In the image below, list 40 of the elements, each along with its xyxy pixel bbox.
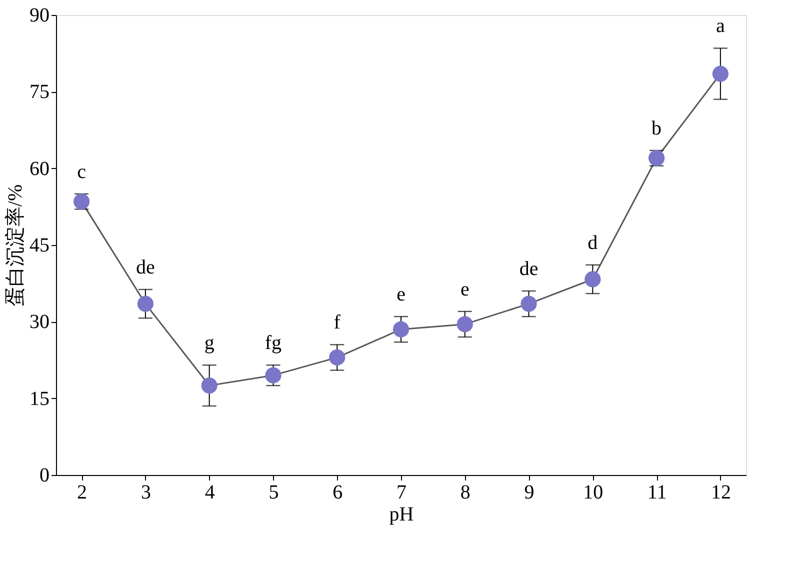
data-label: e — [396, 284, 406, 306]
data-label: e — [460, 278, 470, 300]
point — [137, 296, 154, 312]
y-axis-title: 蛋白沉淀率/% — [4, 184, 26, 307]
point — [329, 349, 346, 366]
y-tick-label: 15 — [30, 388, 50, 410]
point — [456, 316, 473, 332]
point — [520, 296, 537, 312]
x-tick-label: 5 — [268, 482, 279, 504]
point — [584, 271, 601, 288]
x-tick-label: 9 — [524, 482, 534, 504]
x-tick-label: 11 — [647, 482, 667, 504]
x-tick-label: 8 — [460, 482, 470, 504]
y-tick-label: 90 — [30, 4, 50, 26]
data-label: a — [716, 15, 725, 38]
y-tick-label: 60 — [30, 158, 50, 180]
x-tick-label: 2 — [77, 482, 88, 504]
data-label: c — [77, 160, 86, 183]
point — [265, 367, 282, 384]
x-axis-title: pH — [389, 504, 414, 526]
x-tick-label: 6 — [332, 482, 343, 504]
point — [201, 378, 218, 394]
y-tick-label: 30 — [30, 311, 50, 334]
y-tick-label: 0 — [40, 464, 50, 486]
data-label: de — [136, 256, 155, 278]
point — [392, 321, 410, 338]
data-label: fg — [264, 332, 282, 354]
data-label: de — [519, 258, 538, 280]
x-tick-label: 12 — [710, 482, 731, 504]
data-label: f — [334, 312, 341, 334]
data-label: g — [204, 332, 214, 354]
point — [712, 66, 729, 82]
x-tick-label: 10 — [583, 482, 604, 504]
x-tick-label: 7 — [396, 482, 406, 504]
y-tick-label: 45 — [30, 234, 50, 256]
y-tick-label: 75 — [30, 81, 50, 104]
x-tick-label: 3 — [140, 482, 151, 504]
data-label: b — [652, 117, 662, 140]
data-label: d — [588, 232, 598, 254]
x-tick-label: 4 — [204, 482, 215, 504]
